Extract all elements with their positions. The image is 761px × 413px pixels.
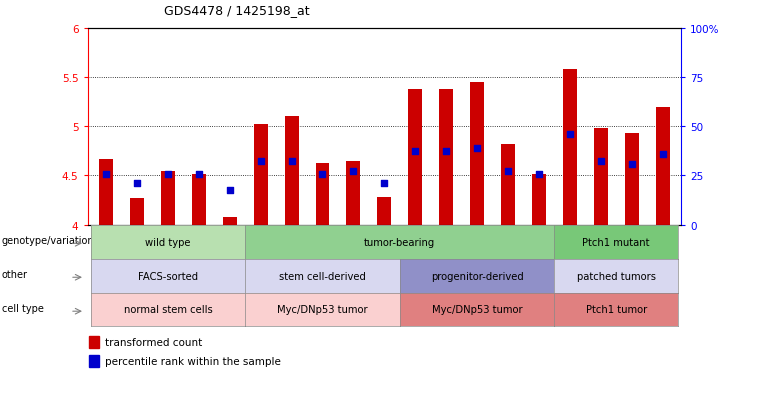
Text: percentile rank within the sample: percentile rank within the sample xyxy=(105,356,281,366)
Point xyxy=(626,161,638,168)
Text: GDS4478 / 1425198_at: GDS4478 / 1425198_at xyxy=(164,4,309,17)
Point xyxy=(378,180,390,187)
Bar xyxy=(625,134,638,225)
Bar xyxy=(223,217,237,225)
Bar xyxy=(130,199,144,225)
Point xyxy=(502,168,514,174)
Bar xyxy=(90,337,99,348)
Point xyxy=(409,148,422,155)
Bar xyxy=(253,125,268,225)
Bar xyxy=(501,145,515,225)
Point xyxy=(347,168,359,174)
Point xyxy=(317,171,329,178)
Text: other: other xyxy=(2,269,27,279)
Text: FACS-sorted: FACS-sorted xyxy=(138,271,198,281)
Text: tumor-bearing: tumor-bearing xyxy=(364,237,435,247)
Text: normal stem cells: normal stem cells xyxy=(123,305,212,315)
Bar xyxy=(90,356,99,367)
Bar xyxy=(316,163,330,225)
Bar xyxy=(285,117,298,225)
Bar xyxy=(470,83,484,225)
Point xyxy=(131,180,143,187)
Bar xyxy=(99,159,113,225)
Bar xyxy=(563,70,577,225)
Text: Myc/DNp53 tumor: Myc/DNp53 tumor xyxy=(431,305,522,315)
Bar xyxy=(439,90,453,225)
Point xyxy=(533,171,545,178)
Text: genotype/variation: genotype/variation xyxy=(2,235,94,245)
Point xyxy=(440,148,452,155)
Bar xyxy=(594,129,608,225)
Text: Ptch1 mutant: Ptch1 mutant xyxy=(582,237,650,247)
Point xyxy=(193,171,205,178)
Bar xyxy=(346,161,361,225)
Bar xyxy=(192,174,205,225)
Text: patched tumors: patched tumors xyxy=(577,271,656,281)
Point xyxy=(594,158,607,165)
Point xyxy=(657,151,669,158)
Point xyxy=(564,131,576,138)
Point xyxy=(471,145,483,152)
Point xyxy=(162,171,174,178)
Bar xyxy=(161,171,175,225)
Bar xyxy=(655,107,670,225)
Bar xyxy=(408,90,422,225)
Point xyxy=(254,158,266,165)
Text: Ptch1 tumor: Ptch1 tumor xyxy=(585,305,647,315)
Bar xyxy=(377,197,391,225)
Text: wild type: wild type xyxy=(145,237,191,247)
Text: stem cell-derived: stem cell-derived xyxy=(279,271,366,281)
Point xyxy=(100,171,112,178)
Point xyxy=(224,188,236,194)
Text: progenitor-derived: progenitor-derived xyxy=(431,271,524,281)
Text: cell type: cell type xyxy=(2,303,43,313)
Text: Myc/DNp53 tumor: Myc/DNp53 tumor xyxy=(277,305,368,315)
Bar xyxy=(532,174,546,225)
Point xyxy=(285,158,298,165)
Text: transformed count: transformed count xyxy=(105,337,202,347)
